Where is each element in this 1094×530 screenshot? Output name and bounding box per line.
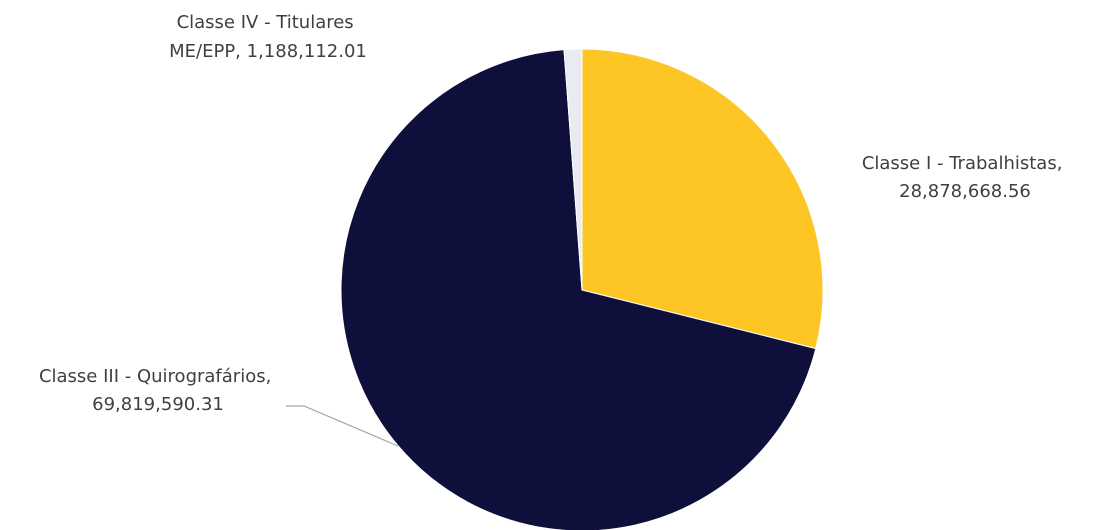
data-label-classe-i-value: 28,878,668.56 — [899, 181, 1031, 202]
data-label-classe-i-name: Classe I - Trabalhistas, — [862, 153, 1063, 174]
data-label-classe-iv-name: Classe IV - Titulares — [177, 12, 354, 33]
leader-line-classe-iii — [286, 405, 399, 447]
data-label-classe-i: Classe I - Trabalhistas, 28,878,668.56 — [862, 153, 1068, 202]
pie-slice-3 — [563, 48, 583, 291]
data-label-classe-iv: Classe IV - Titulares ME/EPP, 1,188,112.… — [169, 12, 367, 62]
data-label-classe-iii: Classe III - Quirografários, 69,819,590.… — [39, 366, 277, 415]
data-label-classe-iii-name: Classe III - Quirografários, — [39, 366, 271, 387]
pie-slice-1 — [581, 48, 824, 350]
data-label-classe-iii-value: 69,819,590.31 — [92, 394, 224, 415]
data-label-classe-iv-value: ME/EPP, 1,188,112.01 — [169, 41, 367, 62]
pie-slices — [340, 48, 824, 530]
